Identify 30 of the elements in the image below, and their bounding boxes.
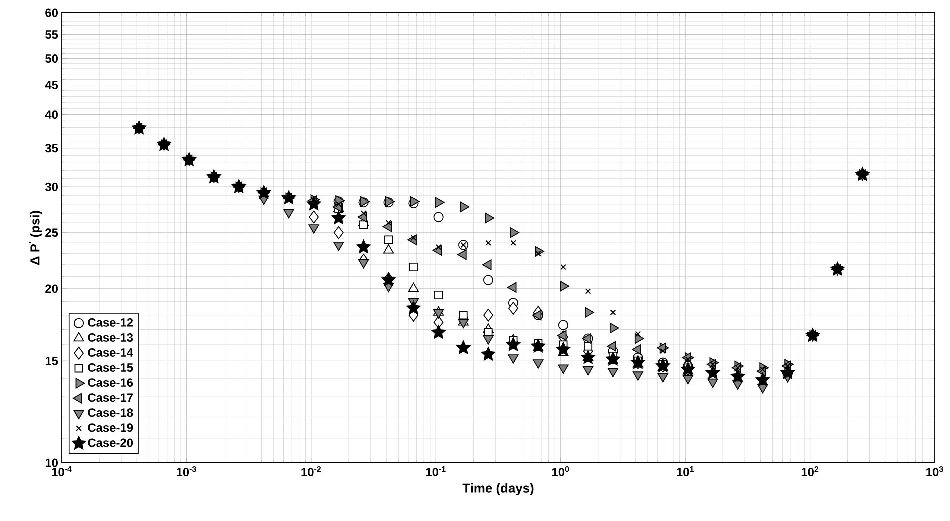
x-tick-label: 10$^{2}$: [802, 466, 819, 477]
legend-label: Case-18: [88, 408, 134, 418]
y-tick-label: 55: [46, 30, 58, 40]
y-tick-label: 30: [45, 182, 58, 192]
x-tick-label: 10$^{-3}$: [177, 466, 196, 477]
x-axis-title: Time (days): [462, 483, 534, 496]
legend-label: Case-17: [88, 394, 134, 402]
x-tick-label: 10$^{-2}$: [302, 466, 322, 477]
legend-label: Case-13: [88, 333, 134, 342]
y-tick-label: 50: [46, 54, 58, 63]
x-tick-label: 10$^{-4}$: [52, 466, 72, 476]
y-tick-label: 20: [46, 284, 58, 294]
y-tick-label: 25: [46, 228, 58, 238]
x-tick-label: 10$^{3}$: [926, 466, 944, 477]
legend-label: Case-20: [88, 438, 134, 448]
y-tick-label: 45: [45, 81, 58, 90]
y-tick-label: 60: [46, 8, 58, 18]
legend-label: Case-14: [88, 348, 134, 357]
x-tick-label: 10$^{-1}$: [426, 466, 446, 476]
x-tick-label: 10$^{1}$: [677, 466, 694, 476]
y-tick-label: 35: [45, 144, 58, 153]
y-axis-title: Δ P$^{'}$ (psi): [29, 211, 42, 266]
legend-label: Case-15: [88, 364, 134, 372]
y-tick-label: 10: [46, 458, 58, 468]
y-tick-label: 40: [45, 110, 58, 120]
y-tick-label: 15: [46, 357, 58, 366]
legend-label: Case-12: [88, 318, 134, 327]
legend-label: Case-16: [88, 378, 134, 388]
legend-label: Case-19: [88, 424, 134, 432]
x-tick-label: 10$^{0}$: [552, 466, 570, 477]
